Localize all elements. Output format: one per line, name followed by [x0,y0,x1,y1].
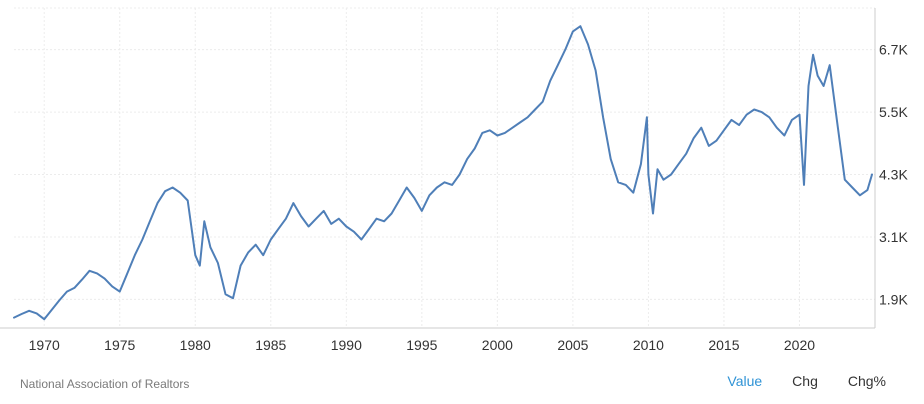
x-tick-label: 1995 [406,337,437,353]
x-tick-label: 2010 [633,337,664,353]
source-label: National Association of Realtors [20,377,190,391]
tab-chg-percent[interactable]: Chg% [847,373,886,389]
y-tick-label: 5.5K [879,104,908,120]
x-tick-label: 1980 [180,337,211,353]
x-tick-label: 2005 [557,337,588,353]
chart-footer: National Association of Realtors Value C… [0,370,924,398]
x-tick-label: 2000 [482,337,513,353]
x-tick-label: 1970 [29,337,60,353]
y-tick-label: 3.1K [879,229,908,245]
axes: 1970 1975 1980 1985 1990 1995 2000 2005 2010 2015… [0,8,908,353]
series-layer [13,25,873,321]
y-tick-label: 6.7K [879,42,908,58]
grid [14,7,875,328]
tab-chg[interactable]: Chg [792,373,818,389]
x-tick-label: 1985 [255,337,286,353]
x-tick-label: 1990 [331,337,362,353]
x-tick-label: 2020 [784,337,815,353]
chart-tabs: Value Chg Chg% [727,373,886,389]
x-tick-label: 2015 [708,337,739,353]
x-tick-label: 1975 [104,337,135,353]
y-tick-label: 1.9K [879,291,908,307]
y-tick-label: 4.3K [879,167,908,183]
series-line [13,25,873,321]
tab-value[interactable]: Value [727,373,763,389]
